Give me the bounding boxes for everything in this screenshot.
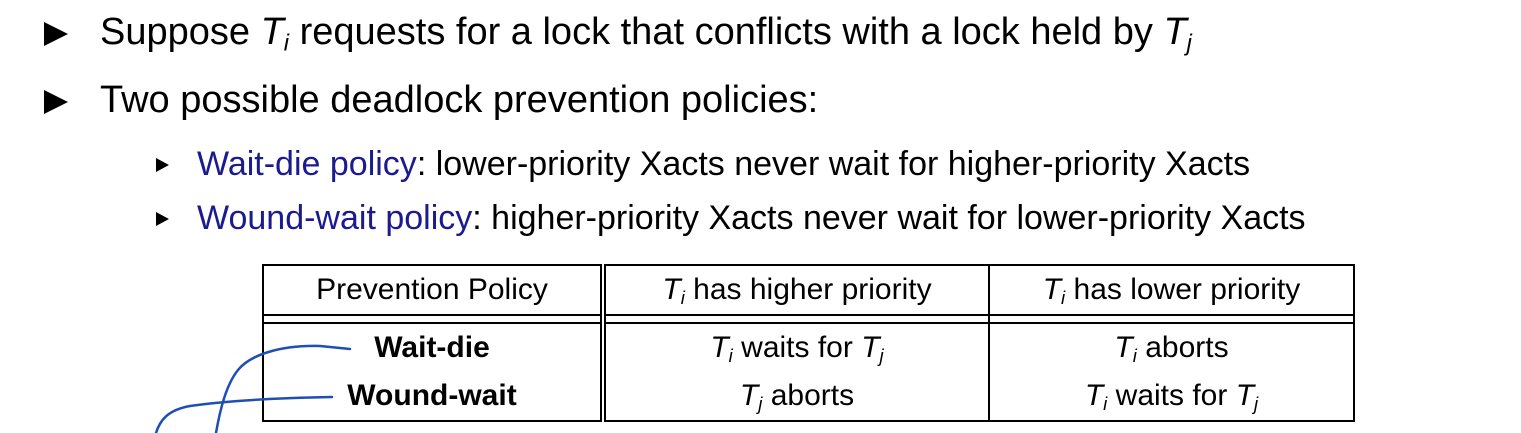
bullet-triangle-icon xyxy=(44,22,68,46)
sub-bullet-triangle-icon xyxy=(156,158,169,172)
table-row: Wound-wait Tj aborts Ti waits for Tj xyxy=(262,372,1355,422)
wound-wait-description: : higher-priority Xacts never wait for l… xyxy=(472,199,1306,237)
bullet-1-text-a: Suppose xyxy=(100,11,261,53)
wait-die-higher-cell: Ti waits for Tj xyxy=(600,322,989,372)
wait-die-description: : lower-priority Xacts never wait for hi… xyxy=(416,145,1251,183)
header-prevention-policy: Prevention Policy xyxy=(262,264,603,316)
sub-bullet-wound-wait: Wound-wait policy: higher-priority Xacts… xyxy=(156,194,1306,242)
table-gap xyxy=(262,315,1355,323)
bullet-2-text: Two possible deadlock prevention policie… xyxy=(100,79,819,121)
bullet-1-text-b: requests for a lock that conflicts with … xyxy=(289,11,1164,53)
bullet-1: Suppose Ti requests for a lock that conf… xyxy=(44,6,1192,58)
header-higher-priority: Ti has higher priority xyxy=(600,264,989,316)
bullet-triangle-icon xyxy=(44,90,68,114)
table-row: Wait-die Ti waits for Tj Ti aborts xyxy=(262,322,1355,372)
wait-die-term: Wait-die policy xyxy=(197,145,417,183)
wait-die-lower-cell: Ti aborts xyxy=(988,322,1355,372)
sub-bullet-triangle-icon xyxy=(156,212,169,226)
wound-wait-higher-cell: Tj aborts xyxy=(600,372,989,422)
wound-wait-lower-cell: Ti waits for Tj xyxy=(988,372,1355,422)
table-header-row: Prevention Policy Ti has higher priority… xyxy=(262,264,1355,316)
bullet-2: Two possible deadlock prevention policie… xyxy=(44,74,818,126)
policy-table: Prevention Policy Ti has higher priority… xyxy=(262,264,1355,422)
row-policy-wound-wait: Wound-wait xyxy=(262,372,603,422)
sub-bullet-wait-die: Wait-die policy: lower-priority Xacts ne… xyxy=(156,140,1250,188)
var-t-i: Ti xyxy=(260,11,290,56)
header-lower-priority: Ti has lower priority xyxy=(988,264,1355,316)
wound-wait-term: Wound-wait policy xyxy=(197,199,473,237)
row-policy-wait-die: Wait-die xyxy=(262,322,603,372)
var-t-j: Tj xyxy=(1163,11,1192,56)
